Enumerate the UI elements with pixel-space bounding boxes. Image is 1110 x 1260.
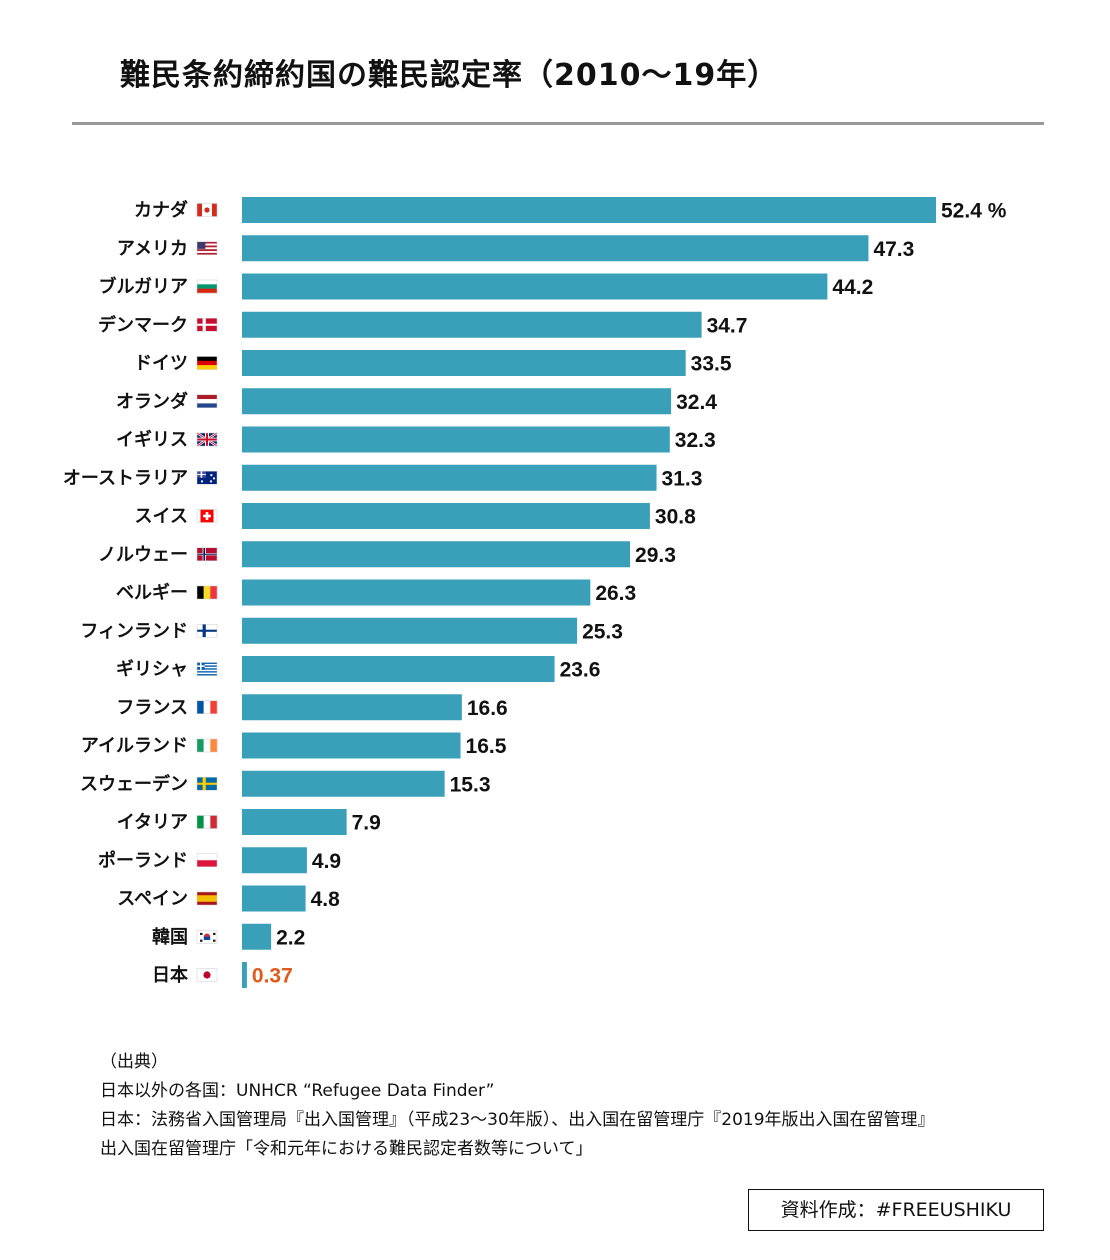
flag-sweden-icon bbox=[196, 777, 218, 791]
category-label: アイルランド bbox=[81, 736, 188, 757]
source-line-1: 日本以外の各国：UNHCR “Refugee Data Finder” bbox=[100, 1081, 495, 1101]
bar bbox=[242, 732, 461, 759]
flag-france-icon bbox=[196, 700, 218, 714]
category-label: デンマーク bbox=[98, 314, 188, 336]
chart-title: 難民条約締約国の難民認定率（2010〜19年） bbox=[120, 58, 779, 93]
value-label: 2.2 bbox=[276, 926, 305, 949]
value-label: 44.2 bbox=[832, 276, 873, 299]
bar bbox=[242, 962, 247, 988]
bar bbox=[242, 656, 555, 682]
value-label: 32.3 bbox=[675, 429, 716, 452]
bar bbox=[242, 809, 347, 835]
bar bbox=[242, 350, 686, 376]
flag-canada-icon bbox=[196, 203, 218, 217]
bar bbox=[242, 388, 672, 415]
value-label: 34.7 bbox=[707, 314, 748, 337]
bar-chart: カナダ 52.4 % アメリカ 47.3 ブルガリア 44.2 デンマーク 34.7 ドイツ 33… bbox=[63, 197, 1007, 988]
category-label: スイス bbox=[135, 506, 188, 527]
source-heading: （出典） bbox=[100, 1052, 168, 1072]
source-notes: （出典） 日本以外の各国：UNHCR “Refugee Data Finder”… bbox=[100, 1048, 935, 1164]
value-label: 33.5 bbox=[691, 353, 732, 376]
flag-belgium-icon bbox=[196, 585, 218, 600]
value-label: 32.4 bbox=[676, 391, 717, 414]
category-label: ギリシャ bbox=[116, 659, 188, 680]
flag-australia-icon bbox=[196, 471, 218, 485]
value-label: 31.3 bbox=[662, 467, 703, 490]
category-label: スウェーデン bbox=[80, 773, 188, 795]
bar bbox=[242, 426, 670, 453]
flag-finland-icon bbox=[196, 624, 218, 638]
bar bbox=[242, 579, 591, 606]
value-label: 23.6 bbox=[560, 659, 601, 682]
category-label: スペイン bbox=[117, 889, 188, 910]
value-label: 16.5 bbox=[466, 735, 507, 758]
flag-japan-icon bbox=[196, 968, 218, 982]
flag-netherlands-icon bbox=[196, 394, 218, 408]
category-label: ノルウェー bbox=[98, 544, 188, 565]
flag-uk-icon bbox=[196, 431, 218, 448]
flag-poland-icon bbox=[196, 853, 218, 867]
flag-spain-icon bbox=[196, 891, 218, 906]
category-label: フランス bbox=[116, 697, 188, 718]
flag-greece-icon bbox=[196, 662, 218, 676]
bar bbox=[242, 923, 272, 950]
bar bbox=[242, 847, 307, 874]
flag-usa-icon bbox=[196, 241, 218, 255]
bar bbox=[242, 770, 445, 797]
value-label: 52.4 % bbox=[941, 200, 1007, 223]
category-label: ベルギー bbox=[116, 583, 188, 604]
bar bbox=[242, 885, 306, 912]
bar bbox=[242, 464, 657, 491]
category-label: ポーランド bbox=[98, 849, 188, 871]
value-label: 4.8 bbox=[311, 888, 341, 911]
value-label: 30.8 bbox=[655, 506, 696, 529]
value-label: 0.37 bbox=[252, 965, 293, 988]
bar bbox=[242, 503, 650, 529]
bar bbox=[242, 197, 936, 223]
title-divider bbox=[72, 122, 1044, 125]
bar bbox=[242, 694, 462, 721]
category-label: アメリカ bbox=[117, 238, 188, 259]
value-label: 4.9 bbox=[312, 850, 341, 873]
category-label: イタリア bbox=[117, 812, 188, 833]
category-label: ドイツ bbox=[134, 353, 188, 374]
flag-bulgaria-icon bbox=[196, 279, 218, 294]
flag-norway-icon bbox=[196, 547, 218, 561]
value-label: 16.6 bbox=[467, 697, 508, 720]
source-line-2: 日本：法務省入国管理局『出入国管理』（平成23〜30年版）、出入国在留管理庁『2… bbox=[100, 1110, 935, 1130]
category-label: ブルガリア bbox=[99, 276, 188, 298]
category-label: フィンランド bbox=[80, 621, 188, 642]
category-label: カナダ bbox=[134, 199, 188, 221]
bar bbox=[242, 235, 869, 262]
bar bbox=[242, 541, 631, 568]
value-label: 26.3 bbox=[595, 582, 636, 605]
flag-ireland-icon bbox=[196, 738, 218, 753]
source-line-3: 出入国在留管理庁「令和元年における難民認定者数等について」 bbox=[100, 1139, 593, 1159]
value-label: 47.3 bbox=[873, 238, 914, 261]
bar bbox=[242, 311, 702, 338]
value-label: 15.3 bbox=[450, 773, 491, 796]
category-label: イギリス bbox=[116, 430, 188, 451]
flag-italy-icon bbox=[196, 815, 218, 829]
category-label: オランダ bbox=[116, 390, 188, 412]
credit-box: 資料作成：#FREEUSHIKU bbox=[748, 1189, 1044, 1231]
category-label: 韓国 bbox=[152, 926, 188, 948]
flag-korea-icon bbox=[196, 930, 218, 944]
flag-denmark-icon bbox=[196, 318, 218, 332]
bar bbox=[242, 617, 578, 644]
value-label: 25.3 bbox=[582, 620, 623, 643]
value-label: 29.3 bbox=[635, 544, 676, 567]
bar bbox=[242, 273, 828, 300]
flag-switzerland-icon bbox=[196, 509, 218, 523]
category-label: オーストラリア bbox=[63, 468, 188, 489]
flag-germany-icon bbox=[196, 356, 218, 370]
value-label: 7.9 bbox=[352, 812, 381, 835]
category-label: 日本 bbox=[152, 964, 188, 986]
